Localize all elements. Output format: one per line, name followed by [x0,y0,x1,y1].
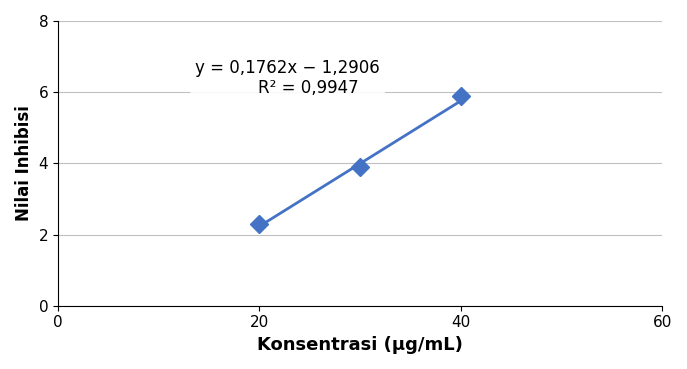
Text: y = 0,1762x − 1,2906
        R² = 0,9947: y = 0,1762x − 1,2906 R² = 0,9947 [195,59,380,97]
X-axis label: Konsentrasi (μg/mL): Konsentrasi (μg/mL) [257,336,463,354]
Y-axis label: Nilai Inhibisi: Nilai Inhibisi [15,106,33,221]
